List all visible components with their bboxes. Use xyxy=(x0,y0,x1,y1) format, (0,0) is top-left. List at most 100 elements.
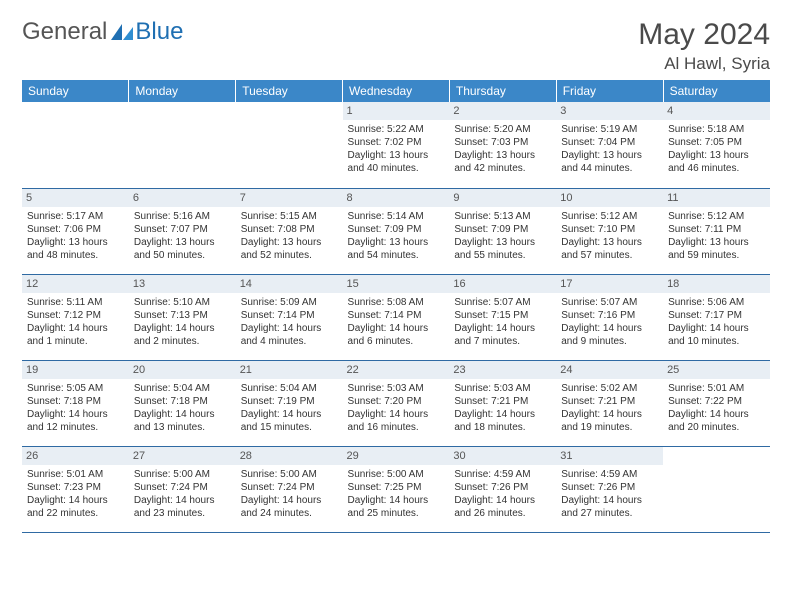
daylight-line: Daylight: 14 hours and 7 minutes. xyxy=(454,322,551,348)
day-number: 29 xyxy=(343,447,450,465)
sunrise-line: Sunrise: 5:09 AM xyxy=(241,296,338,309)
daylight-line: Daylight: 14 hours and 1 minute. xyxy=(27,322,124,348)
daylight-line: Daylight: 13 hours and 50 minutes. xyxy=(134,236,231,262)
calendar-table: Sunday Monday Tuesday Wednesday Thursday… xyxy=(22,80,770,533)
daylight-line: Daylight: 14 hours and 24 minutes. xyxy=(241,494,338,520)
sunrise-line: Sunrise: 5:05 AM xyxy=(27,382,124,395)
daylight-line: Daylight: 13 hours and 46 minutes. xyxy=(668,149,765,175)
day-number: 10 xyxy=(556,189,663,207)
calendar-day-cell xyxy=(236,102,343,188)
daylight-line: Daylight: 14 hours and 26 minutes. xyxy=(454,494,551,520)
calendar-day-cell: 2Sunrise: 5:20 AMSunset: 7:03 PMDaylight… xyxy=(449,102,556,188)
sunrise-line: Sunrise: 5:19 AM xyxy=(561,123,658,136)
day-number: 14 xyxy=(236,275,343,293)
calendar-day-cell xyxy=(663,446,770,532)
daylight-line: Daylight: 14 hours and 22 minutes. xyxy=(27,494,124,520)
sunset-line: Sunset: 7:20 PM xyxy=(348,395,445,408)
title-block: May 2024 Al Hawl, Syria xyxy=(638,18,770,74)
daylight-line: Daylight: 14 hours and 6 minutes. xyxy=(348,322,445,348)
sunset-line: Sunset: 7:21 PM xyxy=(561,395,658,408)
weekday-header-row: Sunday Monday Tuesday Wednesday Thursday… xyxy=(22,80,770,102)
sunset-line: Sunset: 7:21 PM xyxy=(454,395,551,408)
day-number: 4 xyxy=(663,102,770,120)
daylight-line: Daylight: 13 hours and 59 minutes. xyxy=(668,236,765,262)
sunset-line: Sunset: 7:14 PM xyxy=(348,309,445,322)
calendar-day-cell: 6 Sunrise: 5:16 AMSunset: 7:07 PMDaylight… xyxy=(129,188,236,274)
calendar-day-cell: 20Sunrise: 5:04 AMSunset: 7:18 PMDayligh… xyxy=(129,360,236,446)
day-number: 18 xyxy=(663,275,770,293)
day-number: 9 xyxy=(449,189,556,207)
day-number: 31 xyxy=(556,447,663,465)
daylight-line: Daylight: 14 hours and 23 minutes. xyxy=(134,494,231,520)
sunset-line: Sunset: 7:12 PM xyxy=(27,309,124,322)
calendar-day-cell: 12Sunrise: 5:11 AMSunset: 7:12 PMDayligh… xyxy=(22,274,129,360)
sail-icon xyxy=(111,24,133,40)
day-number: 19 xyxy=(22,361,129,379)
daylight-line: Daylight: 14 hours and 18 minutes. xyxy=(454,408,551,434)
sunrise-line: Sunrise: 5:16 AM xyxy=(134,210,231,223)
day-number: 16 xyxy=(449,275,556,293)
weekday-header: Thursday xyxy=(449,80,556,102)
sunrise-line: Sunrise: 5:00 AM xyxy=(348,468,445,481)
calendar-day-cell: 4Sunrise: 5:18 AMSunset: 7:05 PMDaylight… xyxy=(663,102,770,188)
sunset-line: Sunset: 7:26 PM xyxy=(561,481,658,494)
location: Al Hawl, Syria xyxy=(638,54,770,74)
day-number: 21 xyxy=(236,361,343,379)
sunrise-line: Sunrise: 5:02 AM xyxy=(561,382,658,395)
sunset-line: Sunset: 7:19 PM xyxy=(241,395,338,408)
day-number: 5 xyxy=(22,189,129,207)
sunset-line: Sunset: 7:23 PM xyxy=(27,481,124,494)
daylight-line: Daylight: 14 hours and 16 minutes. xyxy=(348,408,445,434)
calendar-day-cell: 5Sunrise: 5:17 AMSunset: 7:06 PMDaylight… xyxy=(22,188,129,274)
sunrise-line: Sunrise: 5:07 AM xyxy=(454,296,551,309)
sunrise-line: Sunrise: 5:04 AM xyxy=(134,382,231,395)
sunset-line: Sunset: 7:18 PM xyxy=(134,395,231,408)
sunset-line: Sunset: 7:07 PM xyxy=(134,223,231,236)
sunset-line: Sunset: 7:08 PM xyxy=(241,223,338,236)
daylight-line: Daylight: 13 hours and 57 minutes. xyxy=(561,236,658,262)
header: General Blue May 2024 Al Hawl, Syria xyxy=(22,18,770,74)
calendar-day-cell: 13Sunrise: 5:10 AMSunset: 7:13 PMDayligh… xyxy=(129,274,236,360)
sunrise-line: Sunrise: 5:01 AM xyxy=(27,468,124,481)
daylight-line: Daylight: 14 hours and 12 minutes. xyxy=(27,408,124,434)
daylight-line: Daylight: 14 hours and 4 minutes. xyxy=(241,322,338,348)
calendar-week-row: 1Sunrise: 5:22 AMSunset: 7:02 PMDaylight… xyxy=(22,102,770,188)
calendar-day-cell: 14Sunrise: 5:09 AMSunset: 7:14 PMDayligh… xyxy=(236,274,343,360)
day-number: 22 xyxy=(343,361,450,379)
day-number: 20 xyxy=(129,361,236,379)
weekday-header: Friday xyxy=(556,80,663,102)
day-number: 6 xyxy=(129,189,236,207)
day-number: 15 xyxy=(343,275,450,293)
sunrise-line: Sunrise: 5:03 AM xyxy=(348,382,445,395)
calendar-day-cell: 10Sunrise: 5:12 AMSunset: 7:10 PMDayligh… xyxy=(556,188,663,274)
calendar-week-row: 12Sunrise: 5:11 AMSunset: 7:12 PMDayligh… xyxy=(22,274,770,360)
sunrise-line: Sunrise: 4:59 AM xyxy=(561,468,658,481)
sunrise-line: Sunrise: 5:10 AM xyxy=(134,296,231,309)
daylight-line: Daylight: 14 hours and 19 minutes. xyxy=(561,408,658,434)
calendar-day-cell: 21Sunrise: 5:04 AMSunset: 7:19 PMDayligh… xyxy=(236,360,343,446)
daylight-line: Daylight: 13 hours and 44 minutes. xyxy=(561,149,658,175)
sunrise-line: Sunrise: 5:14 AM xyxy=(348,210,445,223)
daylight-line: Daylight: 14 hours and 9 minutes. xyxy=(561,322,658,348)
sunrise-line: Sunrise: 5:20 AM xyxy=(454,123,551,136)
logo: General Blue xyxy=(22,18,183,46)
weekday-header: Saturday xyxy=(663,80,770,102)
sunset-line: Sunset: 7:15 PM xyxy=(454,309,551,322)
calendar-day-cell: 15Sunrise: 5:08 AMSunset: 7:14 PMDayligh… xyxy=(343,274,450,360)
sunset-line: Sunset: 7:16 PM xyxy=(561,309,658,322)
calendar-week-row: 5Sunrise: 5:17 AMSunset: 7:06 PMDaylight… xyxy=(22,188,770,274)
daylight-line: Daylight: 14 hours and 15 minutes. xyxy=(241,408,338,434)
day-number: 11 xyxy=(663,189,770,207)
sunrise-line: Sunrise: 5:03 AM xyxy=(454,382,551,395)
sunset-line: Sunset: 7:03 PM xyxy=(454,136,551,149)
day-number: 2 xyxy=(449,102,556,120)
day-number: 26 xyxy=(22,447,129,465)
calendar-day-cell: 11Sunrise: 5:12 AMSunset: 7:11 PMDayligh… xyxy=(663,188,770,274)
sunset-line: Sunset: 7:09 PM xyxy=(454,223,551,236)
calendar-day-cell: 26 Sunrise: 5:01 AMSunset: 7:23 PMDayligh… xyxy=(22,446,129,532)
calendar-day-cell: 18Sunrise: 5:06 AMSunset: 7:17 PMDayligh… xyxy=(663,274,770,360)
logo-text-blue: Blue xyxy=(135,18,183,46)
daylight-line: Daylight: 13 hours and 54 minutes. xyxy=(348,236,445,262)
calendar-day-cell: 9Sunrise: 5:13 AMSunset: 7:09 PMDaylight… xyxy=(449,188,556,274)
sunset-line: Sunset: 7:18 PM xyxy=(27,395,124,408)
